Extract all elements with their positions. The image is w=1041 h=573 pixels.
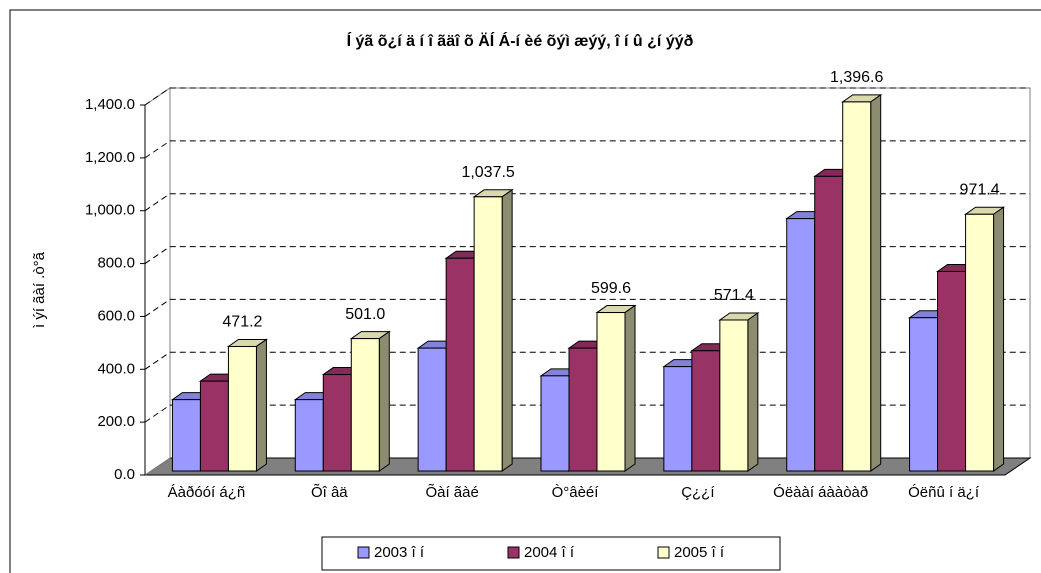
y-axis-label: ì ýí ãàí .ò°ã	[31, 251, 48, 328]
bar-front	[596, 312, 626, 472]
x-tick-label: Õî âä	[311, 484, 348, 501]
bar-front	[294, 399, 324, 472]
bar	[963, 206, 1006, 472]
bar-front	[691, 350, 721, 472]
bar-front	[322, 374, 352, 472]
x-tick-label: Áàðóóí á¿ñ	[168, 484, 246, 501]
bar-side	[993, 206, 1005, 472]
y-tick-label: 1,000.0	[85, 202, 135, 219]
bar-front	[199, 380, 229, 472]
data-label: 971.4	[960, 181, 1000, 198]
x-tick-label: Óëààí áààòàð	[773, 484, 868, 501]
bar-front	[663, 366, 693, 472]
bar-front	[473, 196, 503, 472]
bar-side	[255, 338, 267, 472]
grid-line	[144, 246, 1030, 264]
x-tick-label: Ò°âèéí	[552, 484, 600, 501]
y-tick-label: 600.0	[97, 307, 135, 324]
grid-line	[144, 298, 1030, 317]
bar-front	[350, 338, 380, 472]
data-label: 1,037.5	[461, 164, 514, 181]
data-label: 1,396.6	[830, 69, 883, 86]
bar	[841, 93, 883, 472]
bar	[472, 188, 514, 472]
bar-side	[624, 304, 636, 472]
bar-front	[445, 257, 475, 472]
bar-front	[540, 375, 570, 472]
side-wall	[144, 87, 171, 476]
bar	[226, 338, 269, 472]
y-tick-label: 800.0	[97, 255, 135, 272]
bar-front	[227, 345, 257, 472]
bar-front	[965, 213, 995, 472]
data-label: 571.4	[714, 287, 754, 304]
legend-swatch	[507, 546, 520, 559]
data-label: 599.6	[591, 280, 631, 297]
bar-front	[814, 175, 844, 472]
x-tick-label: Ç¿¿í	[681, 484, 715, 501]
bar-front	[842, 101, 872, 472]
legend	[321, 536, 781, 571]
bar-side	[501, 188, 513, 472]
y-tick-label: 1,200.0	[85, 149, 135, 166]
bar-side	[747, 312, 759, 472]
bar-side	[378, 330, 390, 472]
bar-front	[417, 347, 447, 472]
y-tick-label: 400.0	[97, 360, 135, 377]
y-tick-label: 200.0	[97, 413, 135, 430]
data-label: 501.0	[345, 306, 385, 323]
bar-front	[909, 317, 939, 472]
x-tick-label: Óëñû í ä¿í	[908, 484, 980, 501]
y-tick-label: 1,400.0	[85, 96, 135, 113]
x-tick-label: Õàí ãàé	[425, 484, 478, 501]
grid-line	[144, 193, 1030, 212]
bar	[595, 304, 637, 472]
bar	[349, 330, 391, 472]
legend-label: 2005 î í	[674, 544, 725, 561]
grid-line	[144, 140, 1030, 159]
legend-label: 2004 î í	[524, 544, 575, 561]
data-label: 471.2	[222, 314, 262, 331]
bar-front	[171, 399, 201, 472]
bar-front	[719, 319, 749, 472]
legend-swatch	[357, 546, 370, 559]
bar-front	[937, 270, 967, 472]
y-tick-label: 0.0	[114, 466, 135, 483]
chart-title: Í ýã õ¿í ä í î ãäî õ ÄÍ Á-í èé õýì æýý, …	[347, 31, 694, 50]
bar	[718, 312, 760, 472]
legend-label: 2003 î í	[374, 544, 425, 561]
bar-front	[786, 218, 816, 472]
legend-swatch	[657, 546, 670, 559]
bar-side	[870, 93, 882, 472]
grid-line	[144, 87, 1030, 106]
bar-front	[568, 347, 598, 472]
